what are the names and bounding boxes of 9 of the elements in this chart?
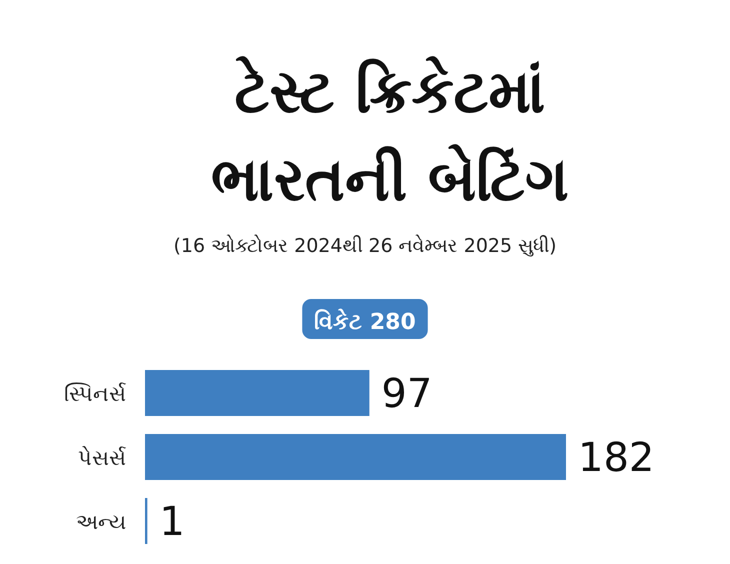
chart-subtitle: (16 ઓક્ટોબર 2024થી 26 નવેમ્બર 2025 સુધી) <box>173 235 557 257</box>
text: વિકેટ 280 <box>314 308 416 335</box>
chart-title: ટેસ્ટ ક્રિકેટમાં ભારતની બેટિંગ <box>211 56 569 215</box>
data-label: 97 <box>381 371 432 417</box>
y-tick-label: અન્ય <box>76 510 126 534</box>
y-tick-label: સ્પિનર્સ <box>64 382 126 406</box>
data-label: 1 <box>159 499 185 545</box>
y-tick-label: પેસર્સ <box>78 446 126 470</box>
data-label: 182 <box>578 435 654 481</box>
